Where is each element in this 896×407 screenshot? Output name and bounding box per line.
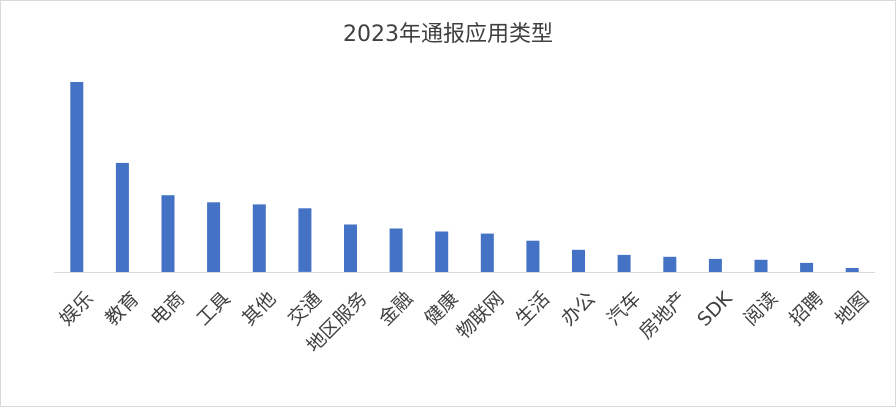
bar-健康 <box>435 231 449 272</box>
bar-地区服务 <box>344 224 357 272</box>
bar-其他 <box>252 204 266 272</box>
x-tick-labels: 娱乐 教育 电商 工具 其他 交通地区服务 金融 健康物联网 生活 办公 汽车房地产 SDK 阅读 招聘地… <box>56 287 874 357</box>
bar-电商 <box>161 195 175 272</box>
bar-办公 <box>572 249 585 272</box>
x-tick-label: SDK <box>693 287 737 331</box>
x-tick-label: 教育 <box>101 288 143 330</box>
bar-工具 <box>207 202 221 272</box>
x-tick-label: 娱乐 <box>56 288 98 330</box>
bar-物联网 <box>480 233 494 272</box>
chart-title: 2023年通报应用类型 <box>343 22 553 47</box>
x-tick-label: 其他 <box>238 288 280 330</box>
bar-阅读 <box>754 259 768 272</box>
x-tick-label: 办公 <box>557 288 599 330</box>
x-tick-label: 生活 <box>512 288 554 330</box>
x-tick-label: 地图 <box>831 288 873 330</box>
bar-汽车 <box>617 254 631 272</box>
bar-交通 <box>298 208 312 272</box>
bar-教育 <box>115 162 129 272</box>
x-tick-label: 工具 <box>192 288 234 330</box>
bar-房地产 <box>663 256 677 272</box>
x-tick-label: 房地产 <box>635 288 691 344</box>
bar-生活 <box>526 240 540 272</box>
x-tick-label: 物联网 <box>453 288 509 344</box>
bar-招聘 <box>800 262 814 272</box>
bar-地图 <box>845 268 859 272</box>
bar-SDK <box>708 258 722 272</box>
bars-group <box>70 82 859 272</box>
x-tick-label: 电商 <box>147 288 189 330</box>
x-tick-label: 阅读 <box>740 288 782 330</box>
bar-娱乐 <box>70 82 84 272</box>
x-tick-label: 金融 <box>375 288 417 330</box>
x-tick-label: 招聘 <box>785 288 827 330</box>
bar-金融 <box>389 228 403 272</box>
